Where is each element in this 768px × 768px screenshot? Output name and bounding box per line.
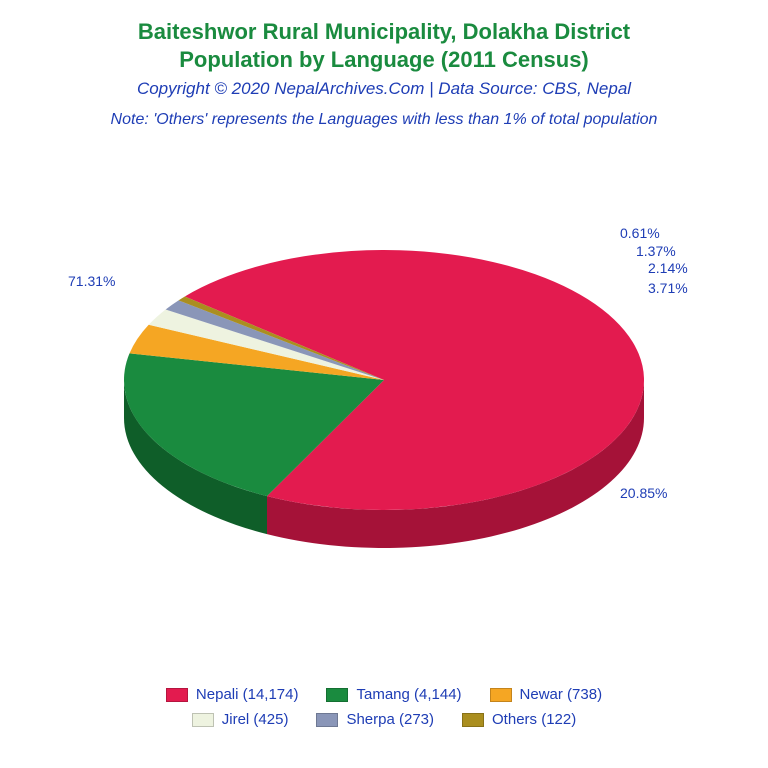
title-line-2: Population by Language (2011 Census) <box>0 46 768 74</box>
legend-label-tamang: Tamang (4,144) <box>356 686 461 703</box>
legend-item-others: Others (122) <box>462 711 576 728</box>
legend-swatch-tamang <box>326 688 348 702</box>
legend-item-tamang: Tamang (4,144) <box>326 686 461 703</box>
legend-label-sherpa: Sherpa (273) <box>346 711 434 728</box>
chart-legend: Nepali (14,174) Tamang (4,144) Newar (738)… <box>0 686 768 728</box>
legend-item-jirel: Jirel (425) <box>192 711 289 728</box>
legend-label-nepali: Nepali (14,174) <box>196 686 299 703</box>
legend-label-others: Others (122) <box>492 711 576 728</box>
legend-swatch-newar <box>490 688 512 702</box>
pct-label-nepali: 71.31% <box>68 273 115 289</box>
legend-swatch-nepali <box>166 688 188 702</box>
pct-label-tamang: 20.85% <box>620 485 667 501</box>
legend-swatch-others <box>462 713 484 727</box>
pie-chart: 71.31% 20.85% 3.71% 2.14%1.37% 0.61% <box>0 165 768 595</box>
legend-item-nepali: Nepali (14,174) <box>166 686 299 703</box>
legend-label-newar: Newar (738) <box>520 686 603 703</box>
pct-label-others: 0.61% <box>620 225 660 241</box>
legend-item-sherpa: Sherpa (273) <box>316 711 434 728</box>
chart-subtitle: Copyright © 2020 NepalArchives.Com | Dat… <box>0 79 768 99</box>
pct-label-newar: 3.71% <box>648 280 688 296</box>
pct-label-sherpa: 1.37% <box>636 243 676 259</box>
chart-note: Note: 'Others' represents the Languages … <box>0 111 768 129</box>
pct-label-jirel: 2.14% <box>648 260 688 276</box>
legend-item-newar: Newar (738) <box>490 686 603 703</box>
chart-title: Baiteshwor Rural Municipality, Dolakha D… <box>0 0 768 73</box>
title-line-1: Baiteshwor Rural Municipality, Dolakha D… <box>0 18 768 46</box>
legend-swatch-jirel <box>192 713 214 727</box>
legend-label-jirel: Jirel (425) <box>222 711 289 728</box>
legend-swatch-sherpa <box>316 713 338 727</box>
